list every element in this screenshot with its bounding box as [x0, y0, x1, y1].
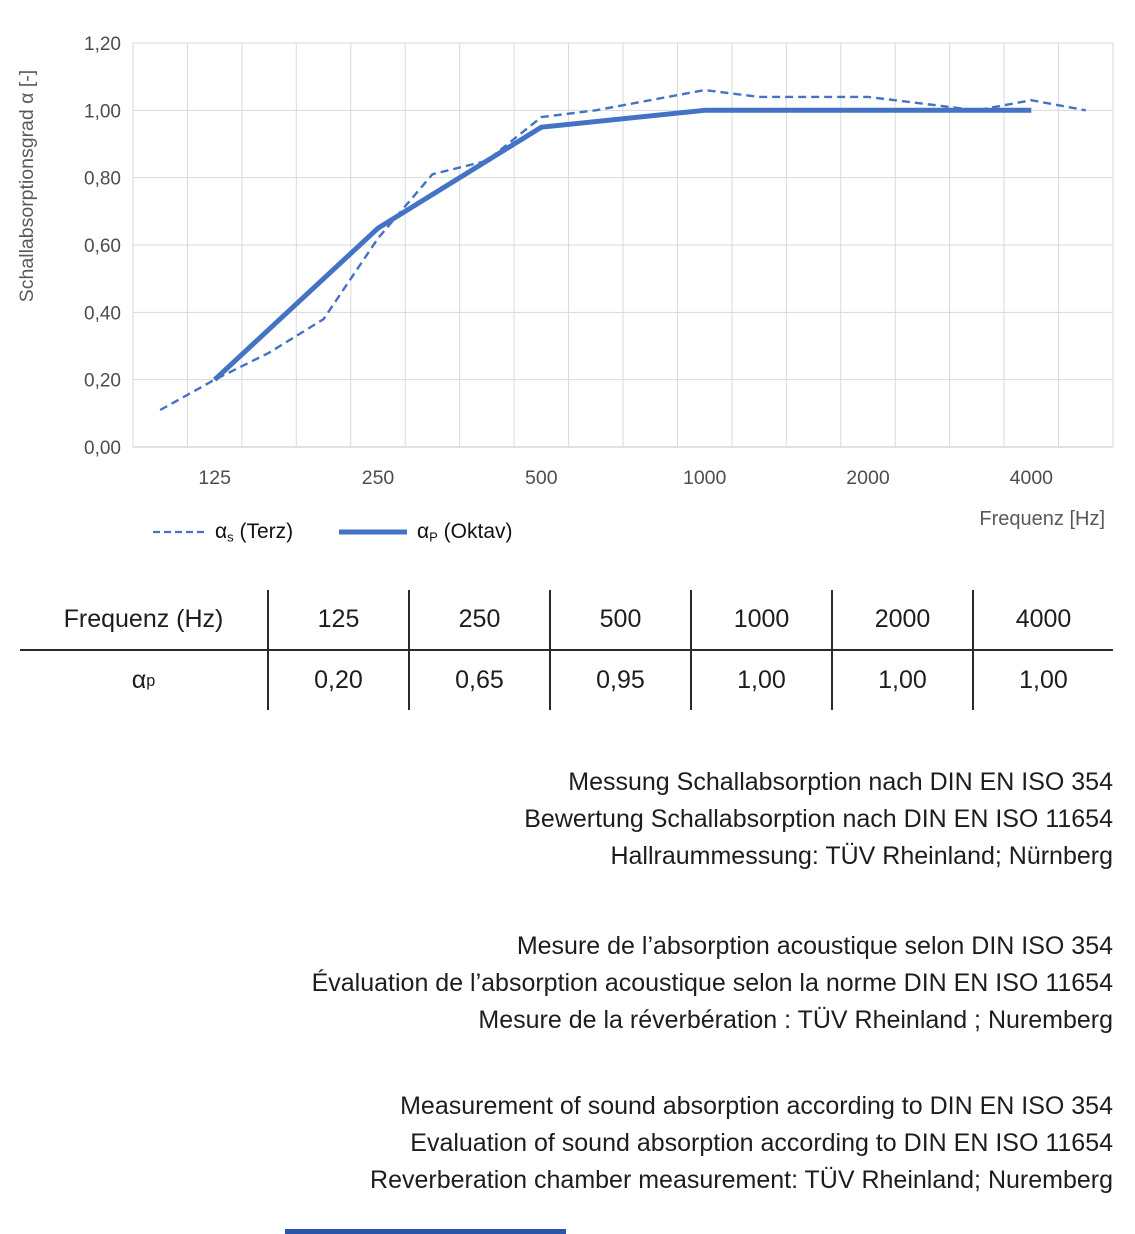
table-value-4000: 1,00 — [972, 651, 1113, 710]
x-tick-label: 125 — [198, 467, 231, 489]
table-header-1000: 1000 — [690, 590, 831, 651]
note-line: Measurement of sound absorption accordin… — [400, 1092, 1113, 1120]
table-value-125: 0,20 — [267, 651, 408, 710]
series-line-alpha-s-terz — [159, 88, 1087, 412]
solid-line-swatch-icon — [339, 529, 407, 535]
series-line-alpha-p-oktav — [212, 107, 1032, 382]
x-tick-label: 1000 — [683, 467, 727, 489]
table-header-125: 125 — [267, 590, 408, 651]
note-line: Evaluation of sound absorption according… — [410, 1129, 1113, 1157]
table-header-250: 250 — [408, 590, 549, 651]
y-tick-label: 0,80 — [84, 169, 121, 190]
y-tick-label: 1,00 — [84, 101, 121, 122]
footer-accent-bar — [285, 1229, 566, 1234]
note-line: Mesure de la réverbération : TÜV Rheinla… — [478, 1006, 1113, 1034]
legend-item-alpha-s: αs (Terz) — [152, 516, 293, 548]
table-header-500: 500 — [549, 590, 690, 651]
y-tick-label: 1,20 — [84, 34, 121, 55]
y-tick-label: 0,20 — [84, 371, 121, 392]
y-tick-label: 0,40 — [84, 303, 121, 324]
table-header-4000: 4000 — [972, 590, 1113, 651]
note-block-french: Mesure de l’absorption acoustique selon … — [312, 928, 1113, 1039]
table-value-250: 0,65 — [408, 651, 549, 710]
table-value-2000: 1,00 — [831, 651, 972, 710]
chart-legend: αs (Terz) αP (Oktav) — [0, 516, 1135, 552]
x-tick-label: 250 — [362, 467, 395, 489]
table-value-500: 0,95 — [549, 651, 690, 710]
legend-label-alpha-p: αP (Oktav) — [417, 520, 513, 545]
table-header-2000: 2000 — [831, 590, 972, 651]
table-header-frequency: Frequenz (Hz) — [20, 590, 267, 651]
absorption-table: Frequenz (Hz) 125 250 500 1000 2000 4000… — [20, 590, 1113, 710]
note-line: Évaluation de l’absorption acoustique se… — [311, 969, 1113, 997]
table-value-1000: 1,00 — [690, 651, 831, 710]
note-line: Messung Schallabsorption nach DIN EN ISO… — [568, 768, 1113, 796]
chart-canvas: 0,00 0,20 0,40 0,60 0,80 1,00 1,20 125 250 500 100… — [16, 34, 1114, 489]
y-tick-label: 0,60 — [84, 236, 121, 257]
x-tick-label: 4000 — [1010, 467, 1054, 489]
legend-item-alpha-p: αP (Oktav) — [338, 516, 513, 548]
y-tick-label: 0,00 — [84, 438, 121, 459]
x-tick-label: 500 — [525, 467, 558, 489]
note-line: Reverberation chamber measurement: TÜV R… — [370, 1166, 1113, 1194]
dashed-line-swatch-icon — [153, 530, 205, 534]
note-line: Mesure de l’absorption acoustique selon … — [516, 932, 1113, 960]
note-line: Hallraummessung: TÜV Rheinland; Nürnberg — [610, 842, 1113, 870]
legend-label-alpha-s: αs (Terz) — [215, 520, 294, 545]
x-axis-title: Frequenz [Hz] — [979, 508, 1105, 530]
note-block-english: Measurement of sound absorption accordin… — [370, 1088, 1113, 1199]
note-block-german: Messung Schallabsorption nach DIN EN ISO… — [524, 764, 1113, 875]
y-axis-title: Schallabsorptionsgrad α [-] — [16, 70, 38, 302]
absorption-chart: 0,00 0,20 0,40 0,60 0,80 1,00 1,20 125 250 500 100… — [0, 0, 1135, 556]
note-line: Bewertung Schallabsorption nach DIN EN I… — [524, 805, 1113, 833]
x-tick-label: 2000 — [846, 467, 890, 489]
